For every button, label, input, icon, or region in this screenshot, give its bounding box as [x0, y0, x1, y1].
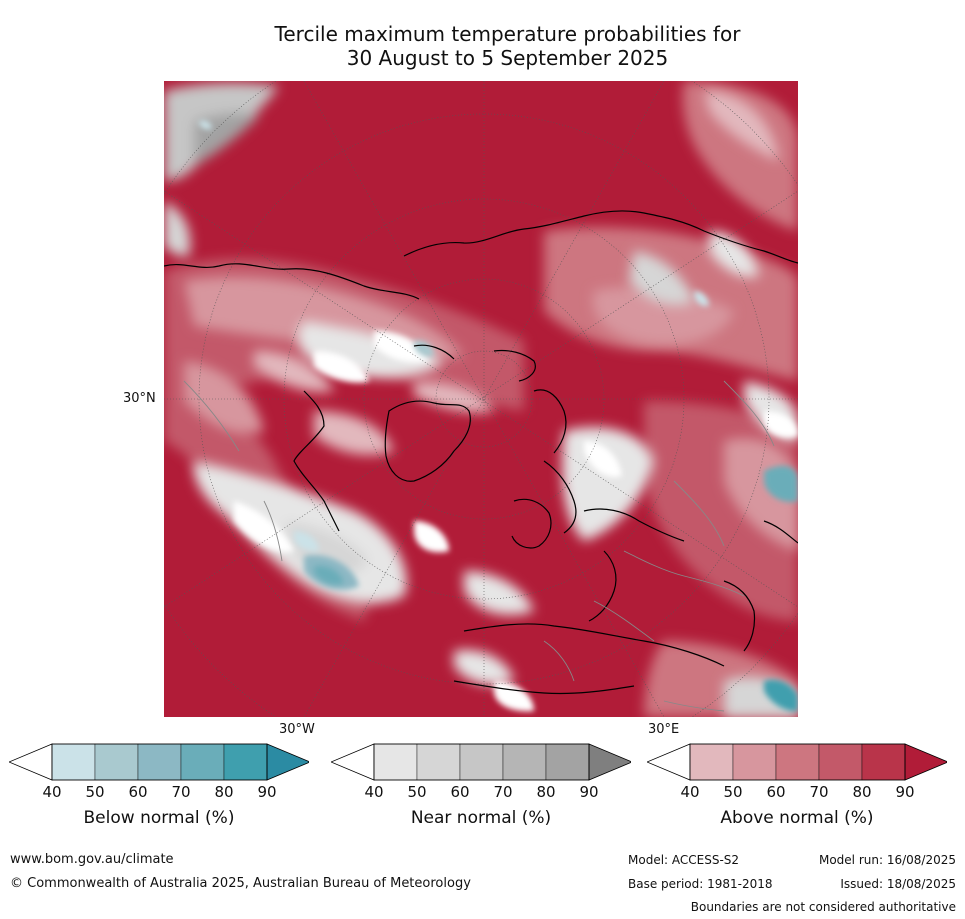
colorbar-swatch	[732, 743, 777, 781]
colorbar-title: Above normal (%)	[720, 808, 874, 828]
colorbar-ticks: 40 50 60 70 80 90	[9, 783, 309, 803]
colorbar-tick-label: 60	[766, 783, 786, 801]
colorbar-swatch	[459, 743, 504, 781]
below-normal-regions	[199, 120, 798, 712]
colorbar-low-arrow	[9, 743, 53, 781]
website-link[interactable]: www.bom.gov.au/climate	[10, 852, 174, 867]
colorbar-tick-label: 60	[128, 783, 148, 801]
colorbar-tick-label: 70	[809, 783, 829, 801]
colorbar-tick-label: 40	[42, 783, 62, 801]
longitude-label-30e: 30°E	[648, 722, 680, 737]
colorbar-swatch	[137, 743, 182, 781]
colorbar-low-arrow	[331, 743, 375, 781]
map-title: Tercile maximum temperature probabilitie…	[200, 22, 815, 70]
colorbar-swatch	[94, 743, 139, 781]
colorbar-tick-label: 80	[536, 783, 556, 801]
colorbar-high-arrow	[904, 743, 947, 781]
colorbar-tick-label: 40	[680, 783, 700, 801]
model-name: Model: ACCESS-S2	[628, 853, 740, 867]
model-run-date: Model run: 16/08/2025	[818, 853, 956, 867]
boundaries-disclaimer: Boundaries are not considered authoritat…	[690, 900, 956, 914]
no-dominant-category-regions	[234, 331, 798, 712]
colorbar-swatch	[51, 743, 96, 781]
colorbar-swatch	[818, 743, 863, 781]
colorbar-tick-label: 80	[852, 783, 872, 801]
colorbar-high-arrow	[588, 743, 631, 781]
colorbar-tick-label: 50	[407, 783, 427, 801]
colorbar-tick-label: 50	[85, 783, 105, 801]
colorbar-outline	[689, 743, 906, 781]
colorbar-tick-label: 80	[214, 783, 234, 801]
colorbar-tick-label: 40	[364, 783, 384, 801]
colorbar-swatch	[689, 743, 734, 781]
colorbar-high-arrow	[266, 743, 309, 781]
probability-map	[164, 81, 798, 717]
title-line-1: Tercile maximum temperature probabilitie…	[274, 22, 741, 46]
colorbar-tick-label: 70	[493, 783, 513, 801]
graticule	[164, 81, 798, 717]
colorbar-title: Near normal (%)	[410, 808, 552, 828]
colorbar-swatch	[545, 743, 590, 781]
colorbar-swatch	[502, 743, 547, 781]
colorbar-tick-label: 90	[895, 783, 915, 801]
colorbar-swatches	[9, 743, 309, 781]
colorbar-above-normal: 40 50 60 70 80 90 Above normal (%)	[647, 742, 947, 840]
colorbar-swatch	[775, 743, 820, 781]
colorbar-swatch	[373, 743, 418, 781]
colorbar-outline	[373, 743, 590, 781]
colorbar-swatch	[416, 743, 461, 781]
colorbar-near-normal: 40 50 60 70 80 90 Near normal (%)	[331, 742, 631, 840]
colorbar-tick-label: 90	[579, 783, 599, 801]
coastlines	[164, 210, 798, 695]
colorbar-swatch	[180, 743, 225, 781]
colorbar-below-normal: 40 50 60 70 80 90 Below normal (%)	[9, 742, 309, 840]
colorbar-ticks: 40 50 60 70 80 90	[331, 783, 631, 803]
base-period: Base period: 1981-2018	[628, 877, 773, 891]
colorbar-swatch	[223, 743, 268, 781]
title-line-2: 30 August to 5 September 2025	[346, 46, 669, 70]
colorbar-tick-label: 90	[257, 783, 277, 801]
colorbar-tick-label: 70	[171, 783, 191, 801]
country-boundaries	[183, 380, 775, 712]
colorbar-swatch	[861, 743, 906, 781]
colorbar-swatches	[647, 743, 947, 781]
colorbar-title: Below normal (%)	[83, 808, 235, 828]
issued-date: Issued: 18/08/2025	[840, 877, 956, 891]
colorbar-outline	[51, 743, 268, 781]
latitude-label-30n: 30°N	[123, 391, 156, 406]
colorbar-low-arrow	[647, 743, 691, 781]
colorbar-ticks: 40 50 60 70 80 90	[647, 783, 947, 803]
copyright-notice: © Commonwealth of Australia 2025, Austra…	[10, 876, 471, 891]
longitude-label-30w: 30°W	[279, 722, 315, 737]
colorbar-tick-label: 50	[723, 783, 743, 801]
colorbar-swatches	[331, 743, 631, 781]
colorbar-tick-label: 60	[450, 783, 470, 801]
map-canvas	[164, 81, 798, 717]
